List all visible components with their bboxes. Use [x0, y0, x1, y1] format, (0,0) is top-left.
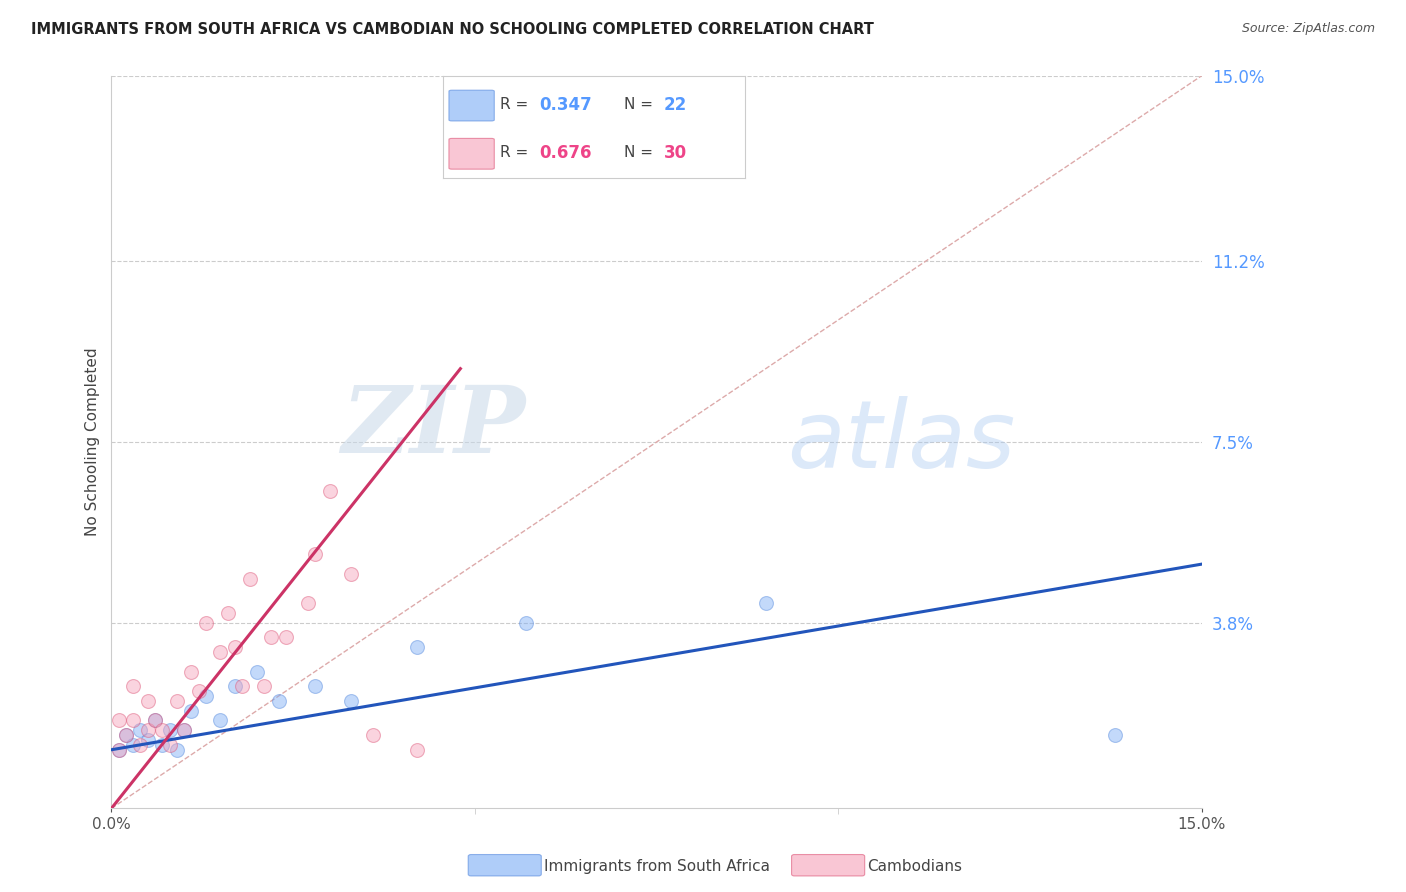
Point: [304, 547, 326, 561]
Text: Immigrants from South Africa: Immigrants from South Africa: [544, 859, 770, 873]
Point: [143, 714, 166, 728]
Point: [231, 679, 253, 693]
Point: [136, 723, 159, 738]
Point: [304, 679, 326, 693]
Point: [209, 714, 232, 728]
Text: Source: ZipAtlas.com: Source: ZipAtlas.com: [1241, 22, 1375, 36]
Point: [173, 723, 195, 738]
Point: [107, 743, 129, 757]
Point: [122, 738, 145, 752]
Point: [122, 679, 145, 693]
Y-axis label: No Schooling Completed: No Schooling Completed: [86, 348, 100, 536]
Point: [246, 665, 269, 679]
Text: ZIP: ZIP: [342, 383, 526, 472]
FancyBboxPatch shape: [449, 138, 495, 169]
Point: [361, 728, 384, 742]
Text: N =: N =: [624, 145, 658, 161]
Point: [180, 665, 202, 679]
Point: [150, 738, 173, 752]
Point: [217, 606, 239, 620]
Point: [150, 723, 173, 738]
Point: [107, 743, 129, 757]
Point: [274, 631, 297, 645]
Point: [143, 714, 166, 728]
Point: [1104, 728, 1126, 742]
Point: [187, 684, 209, 698]
Point: [194, 689, 217, 703]
Point: [318, 483, 340, 498]
Point: [209, 645, 232, 659]
Point: [136, 694, 159, 708]
Point: [253, 679, 276, 693]
Text: IMMIGRANTS FROM SOUTH AFRICA VS CAMBODIAN NO SCHOOLING COMPLETED CORRELATION CHA: IMMIGRANTS FROM SOUTH AFRICA VS CAMBODIA…: [31, 22, 873, 37]
Point: [224, 679, 246, 693]
Point: [180, 704, 202, 718]
Point: [224, 640, 246, 654]
Point: [115, 728, 138, 742]
Point: [129, 723, 152, 738]
Point: [166, 694, 188, 708]
Text: 22: 22: [664, 95, 686, 113]
Point: [122, 714, 145, 728]
Point: [129, 738, 152, 752]
Text: 0.676: 0.676: [540, 144, 592, 161]
Text: 30: 30: [664, 144, 686, 161]
Text: R =: R =: [501, 97, 533, 112]
Point: [340, 694, 363, 708]
Point: [166, 743, 188, 757]
Point: [136, 733, 159, 747]
Text: 0.347: 0.347: [540, 95, 592, 113]
Point: [267, 694, 290, 708]
Point: [238, 572, 260, 586]
Point: [159, 738, 181, 752]
FancyBboxPatch shape: [449, 90, 495, 121]
Point: [755, 596, 778, 610]
Text: R =: R =: [501, 145, 533, 161]
Point: [340, 566, 363, 581]
Text: N =: N =: [624, 97, 658, 112]
Point: [405, 640, 427, 654]
Point: [297, 596, 319, 610]
Point: [107, 714, 129, 728]
Point: [515, 615, 537, 630]
Point: [194, 615, 217, 630]
Text: Cambodians: Cambodians: [868, 859, 963, 873]
Point: [115, 728, 138, 742]
Point: [159, 723, 181, 738]
Text: atlas: atlas: [787, 396, 1015, 487]
Point: [405, 743, 427, 757]
Point: [173, 723, 195, 738]
Point: [260, 631, 283, 645]
